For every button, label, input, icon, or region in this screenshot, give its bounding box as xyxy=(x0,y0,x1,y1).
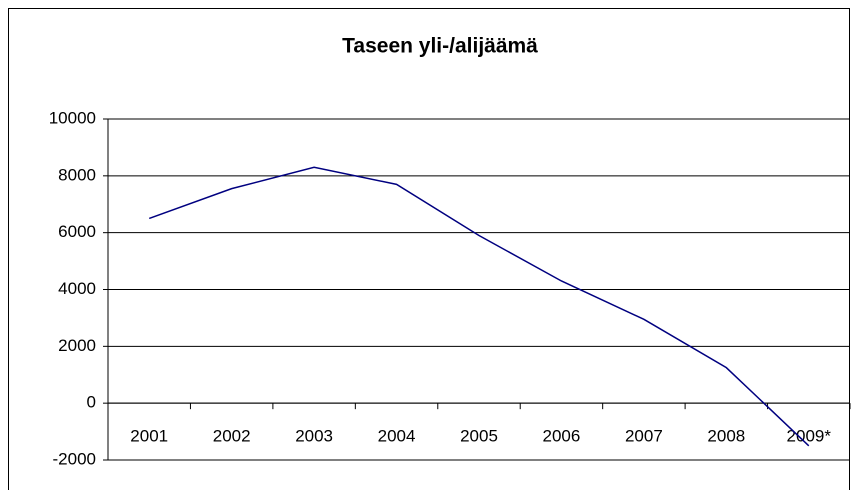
x-tick-label: 2001 xyxy=(130,426,168,445)
x-tick-label: 2009* xyxy=(787,426,832,445)
y-tick-label: 4000 xyxy=(58,279,96,298)
x-tick-label: 2007 xyxy=(625,426,663,445)
chart-title: Taseen yli-/alijäämä xyxy=(342,35,538,58)
x-tick-label: 2002 xyxy=(213,426,251,445)
y-tick-label: 10000 xyxy=(49,108,96,127)
x-tick-label: 2006 xyxy=(543,426,581,445)
x-tick-label: 2003 xyxy=(295,426,333,445)
y-tick-label: -2000 xyxy=(53,449,96,468)
x-tick-label: 2004 xyxy=(378,426,416,445)
data-line xyxy=(148,166,810,447)
chart-border xyxy=(8,8,850,490)
x-tick-label: 2008 xyxy=(707,426,745,445)
x-tick-label: 2005 xyxy=(460,426,498,445)
y-tick-label: 0 xyxy=(87,393,96,412)
y-tick-label: 2000 xyxy=(58,336,96,355)
y-tick-label: 6000 xyxy=(58,222,96,241)
y-tick-label: 8000 xyxy=(58,165,96,184)
